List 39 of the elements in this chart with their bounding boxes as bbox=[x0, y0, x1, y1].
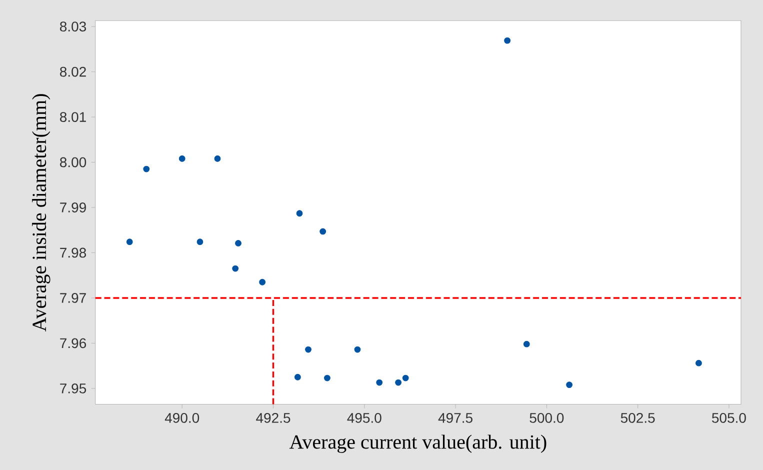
point bbox=[395, 379, 402, 386]
point bbox=[376, 379, 383, 386]
point bbox=[178, 155, 186, 162]
point bbox=[259, 278, 266, 286]
x-tick-label: 505.0 bbox=[712, 412, 746, 423]
x-tick-label: 490.0 bbox=[164, 412, 200, 423]
y-tick-label: 7.95 bbox=[60, 383, 86, 394]
y-tick-label: 8.03 bbox=[60, 22, 86, 32]
point bbox=[235, 240, 242, 246]
point bbox=[402, 374, 409, 382]
point bbox=[324, 374, 330, 382]
y-tick-label: 7.98 bbox=[60, 248, 86, 258]
x-tick-label: 502.5 bbox=[620, 412, 655, 423]
point bbox=[196, 238, 204, 246]
point bbox=[696, 360, 702, 366]
point bbox=[566, 382, 572, 388]
point bbox=[126, 238, 133, 246]
point bbox=[305, 346, 312, 353]
point bbox=[294, 374, 301, 380]
y-tick-label: 8.00 bbox=[60, 157, 86, 168]
x-axis-title: Average current value(arb. unit) bbox=[289, 434, 546, 453]
y-tick-label: 7.99 bbox=[60, 202, 86, 212]
point bbox=[320, 228, 326, 235]
y-tick-label: 7.97 bbox=[60, 293, 86, 303]
y-tick-label: 8.02 bbox=[60, 66, 86, 77]
y-axis-title: Average inside diameter(mm) bbox=[32, 94, 50, 332]
point bbox=[143, 166, 150, 172]
x-tick-label: 495.0 bbox=[347, 412, 382, 423]
point bbox=[504, 37, 511, 44]
point bbox=[523, 340, 530, 348]
point bbox=[354, 346, 361, 353]
y-tick-label: 7.96 bbox=[60, 338, 86, 348]
x-tick-label: 500.0 bbox=[530, 412, 564, 423]
point bbox=[296, 210, 303, 217]
x-tick-label: 492.5 bbox=[256, 412, 290, 423]
point bbox=[214, 155, 221, 162]
y-tick-label: 8.01 bbox=[60, 112, 86, 122]
point bbox=[232, 265, 239, 272]
x-tick-label: 497.5 bbox=[438, 412, 472, 423]
